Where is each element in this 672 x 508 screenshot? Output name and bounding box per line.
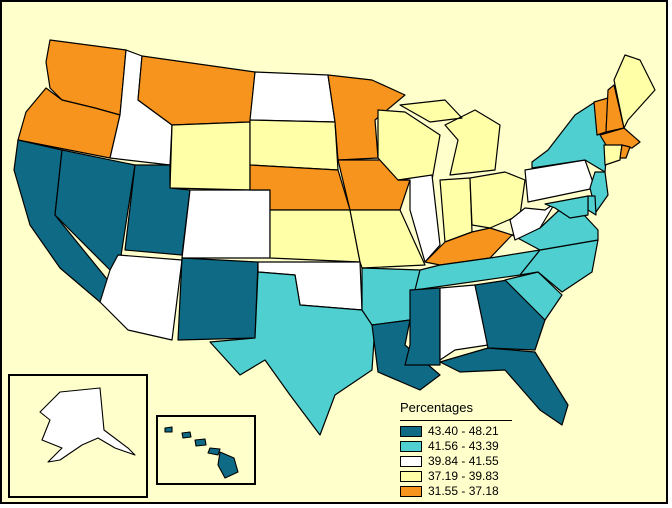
state-GA[interactable]	[474, 279, 546, 351]
legend-item: 43.40 - 48.21	[400, 424, 499, 438]
state-MA[interactable]	[599, 127, 641, 149]
legend-divider	[400, 420, 512, 421]
state-MN[interactable]	[327, 74, 406, 161]
state-RI[interactable]	[619, 144, 631, 159]
legend-swatch	[400, 470, 422, 482]
state-FL[interactable]	[439, 347, 569, 426]
legend-swatch	[400, 425, 422, 437]
state-TX[interactable]	[209, 271, 376, 436]
state-SC[interactable]	[504, 271, 563, 321]
hawaii-inset	[156, 415, 256, 485]
state-MD[interactable]	[544, 195, 589, 219]
legend-swatch	[400, 485, 422, 497]
legend-label: 31.55 - 37.18	[428, 484, 499, 498]
legend-label: 43.40 - 48.21	[428, 424, 499, 438]
state-AL[interactable]	[439, 284, 489, 361]
legend-item: 37.19 - 39.83	[400, 469, 499, 483]
legend-item: 31.55 - 37.18	[400, 484, 499, 498]
legend-label: 37.19 - 39.83	[428, 469, 499, 483]
legend-label: 41.56 - 43.39	[428, 439, 499, 453]
legend-title: Percentages	[400, 400, 473, 415]
legend-swatch	[400, 440, 422, 452]
legend-item: 39.84 - 41.55	[400, 454, 499, 468]
state-AK[interactable]	[39, 387, 136, 463]
state-CT[interactable]	[603, 144, 623, 166]
legend-item: 41.56 - 43.39	[400, 439, 499, 453]
state-HI[interactable]	[164, 426, 239, 479]
legend-label: 39.84 - 41.55	[428, 454, 499, 468]
state-MO[interactable]	[349, 209, 426, 269]
legend-swatch	[400, 455, 422, 467]
state-MI[interactable]	[399, 99, 501, 176]
state-MS[interactable]	[404, 287, 441, 366]
